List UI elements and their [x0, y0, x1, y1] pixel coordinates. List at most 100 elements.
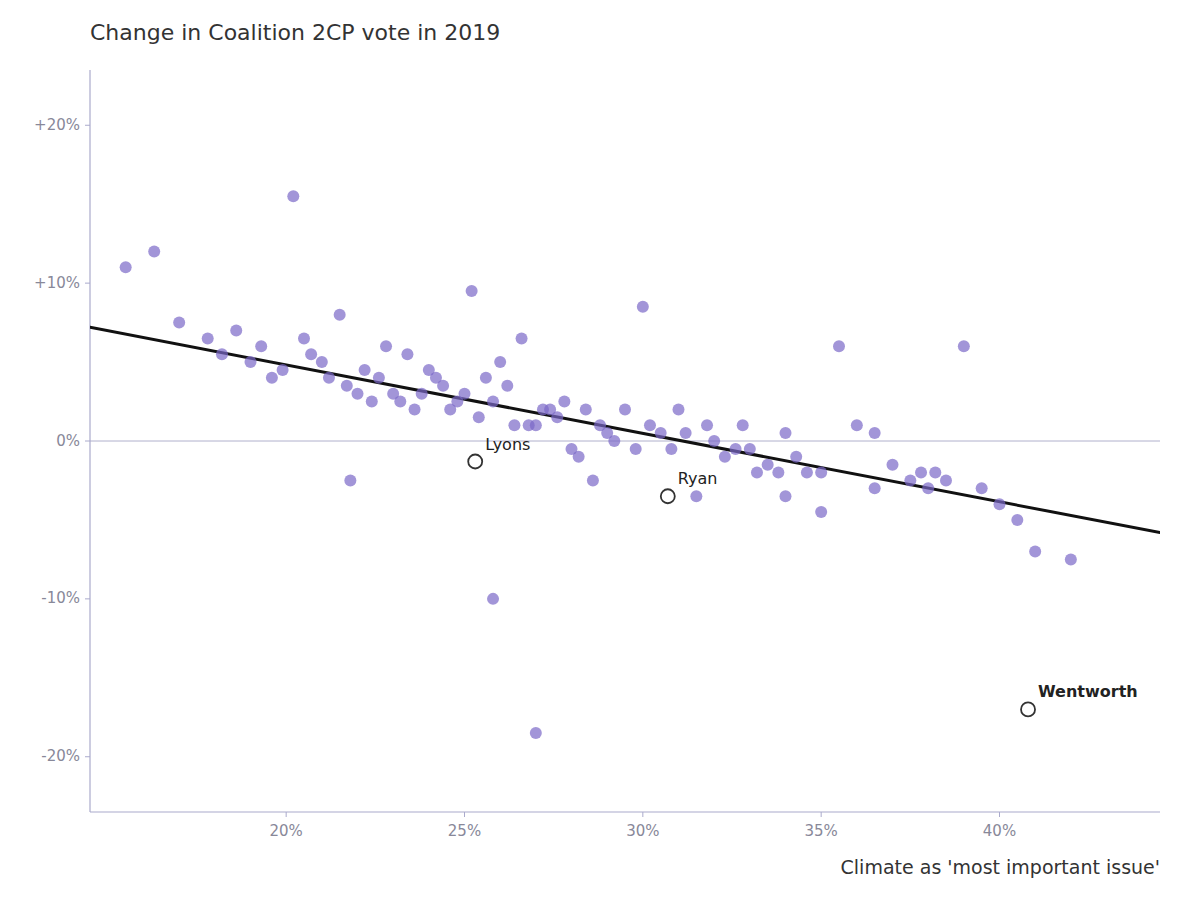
scatter-point [915, 467, 927, 479]
scatter-point [744, 443, 756, 455]
scatter-point [833, 340, 845, 352]
scatter-point [737, 419, 749, 431]
scatter-point [148, 246, 160, 258]
plot-area [90, 190, 1160, 739]
scatter-point [373, 372, 385, 384]
scatter-point [790, 451, 802, 463]
x-tick-label: 20% [269, 822, 302, 840]
scatter-point [690, 490, 702, 502]
y-tick [85, 756, 90, 757]
scatter-point [334, 309, 346, 321]
scatter-point [287, 190, 299, 202]
scatter-point [216, 348, 228, 360]
scatter-point [958, 340, 970, 352]
scatter-point [487, 396, 499, 408]
scatter-point [530, 727, 542, 739]
point-label: Ryan [678, 469, 718, 488]
scatter-point [922, 482, 934, 494]
point-label: Lyons [485, 435, 530, 454]
x-tick [999, 812, 1000, 817]
scatter-point [359, 364, 371, 376]
scatter-point [708, 435, 720, 447]
scatter-point [255, 340, 267, 352]
scatter-point [530, 419, 542, 431]
x-tick [821, 812, 822, 817]
scatter-point [630, 443, 642, 455]
scatter-point [409, 403, 421, 415]
labeled-point [661, 489, 675, 503]
x-tick [464, 812, 465, 817]
scatter-point [780, 490, 792, 502]
x-tick [642, 812, 643, 817]
scatter-point [619, 403, 631, 415]
scatter-point [551, 411, 563, 423]
scatter-point [501, 380, 513, 392]
scatter-point [1011, 514, 1023, 526]
scatter-point [887, 459, 899, 471]
scatter-point [851, 419, 863, 431]
y-tick [85, 441, 90, 442]
scatter-point [394, 396, 406, 408]
scatter-point [298, 332, 310, 344]
scatter-point [976, 482, 988, 494]
scatter-point [815, 506, 827, 518]
scatter-point [680, 427, 692, 439]
scatter-point [323, 372, 335, 384]
scatter-point [473, 411, 485, 423]
zero-line [90, 441, 1160, 442]
y-tick-label: -10% [41, 589, 80, 607]
scatter-point [1029, 546, 1041, 558]
y-tick [85, 125, 90, 126]
scatter-point [762, 459, 774, 471]
scatter-point [401, 348, 413, 360]
scatter-point [120, 261, 132, 273]
scatter-point [173, 317, 185, 329]
labeled-point [1021, 702, 1035, 716]
scatter-point [665, 443, 677, 455]
scatter-point [366, 396, 378, 408]
x-tick-label: 35% [804, 822, 837, 840]
x-tick-label: 30% [626, 822, 659, 840]
y-tick [85, 598, 90, 599]
scatter-point [380, 340, 392, 352]
x-tick-label: 25% [448, 822, 481, 840]
scatter-point [701, 419, 713, 431]
y-tick-label: 0% [56, 432, 80, 450]
x-tick [286, 812, 287, 817]
scatter-point [780, 427, 792, 439]
scatter-point [558, 396, 570, 408]
x-axis-label: Climate as 'most important issue' [841, 856, 1160, 878]
scatter-point [245, 356, 257, 368]
scatter-point [637, 301, 649, 313]
scatter-point [1065, 553, 1077, 565]
x-tick-label: 40% [983, 822, 1016, 840]
y-tick [85, 283, 90, 284]
y-tick-label: +10% [34, 274, 80, 292]
scatter-point [801, 467, 813, 479]
scatter-point [459, 388, 471, 400]
scatter-point [719, 451, 731, 463]
scatter-point [416, 388, 428, 400]
scatter-point [480, 372, 492, 384]
scatter-point [772, 467, 784, 479]
scatter-point [940, 474, 952, 486]
scatter-point [487, 593, 499, 605]
scatter-point [305, 348, 317, 360]
y-tick-label: +20% [34, 116, 80, 134]
scatter-point [494, 356, 506, 368]
scatter-point [904, 474, 916, 486]
chart-title: Change in Coalition 2CP vote in 2019 [90, 20, 500, 45]
scatter-point [929, 467, 941, 479]
scatter-point [580, 403, 592, 415]
scatter-point [815, 467, 827, 479]
scatter-point [344, 474, 356, 486]
scatter-point [751, 467, 763, 479]
scatter-point [573, 451, 585, 463]
scatter-point [341, 380, 353, 392]
scatter-point [994, 498, 1006, 510]
scatter-point [869, 427, 881, 439]
scatter-point [655, 427, 667, 439]
scatter-point [352, 388, 364, 400]
scatter-point [644, 419, 656, 431]
chart-container: Change in Coalition 2CP vote in 2019 20% 2… [0, 0, 1200, 902]
